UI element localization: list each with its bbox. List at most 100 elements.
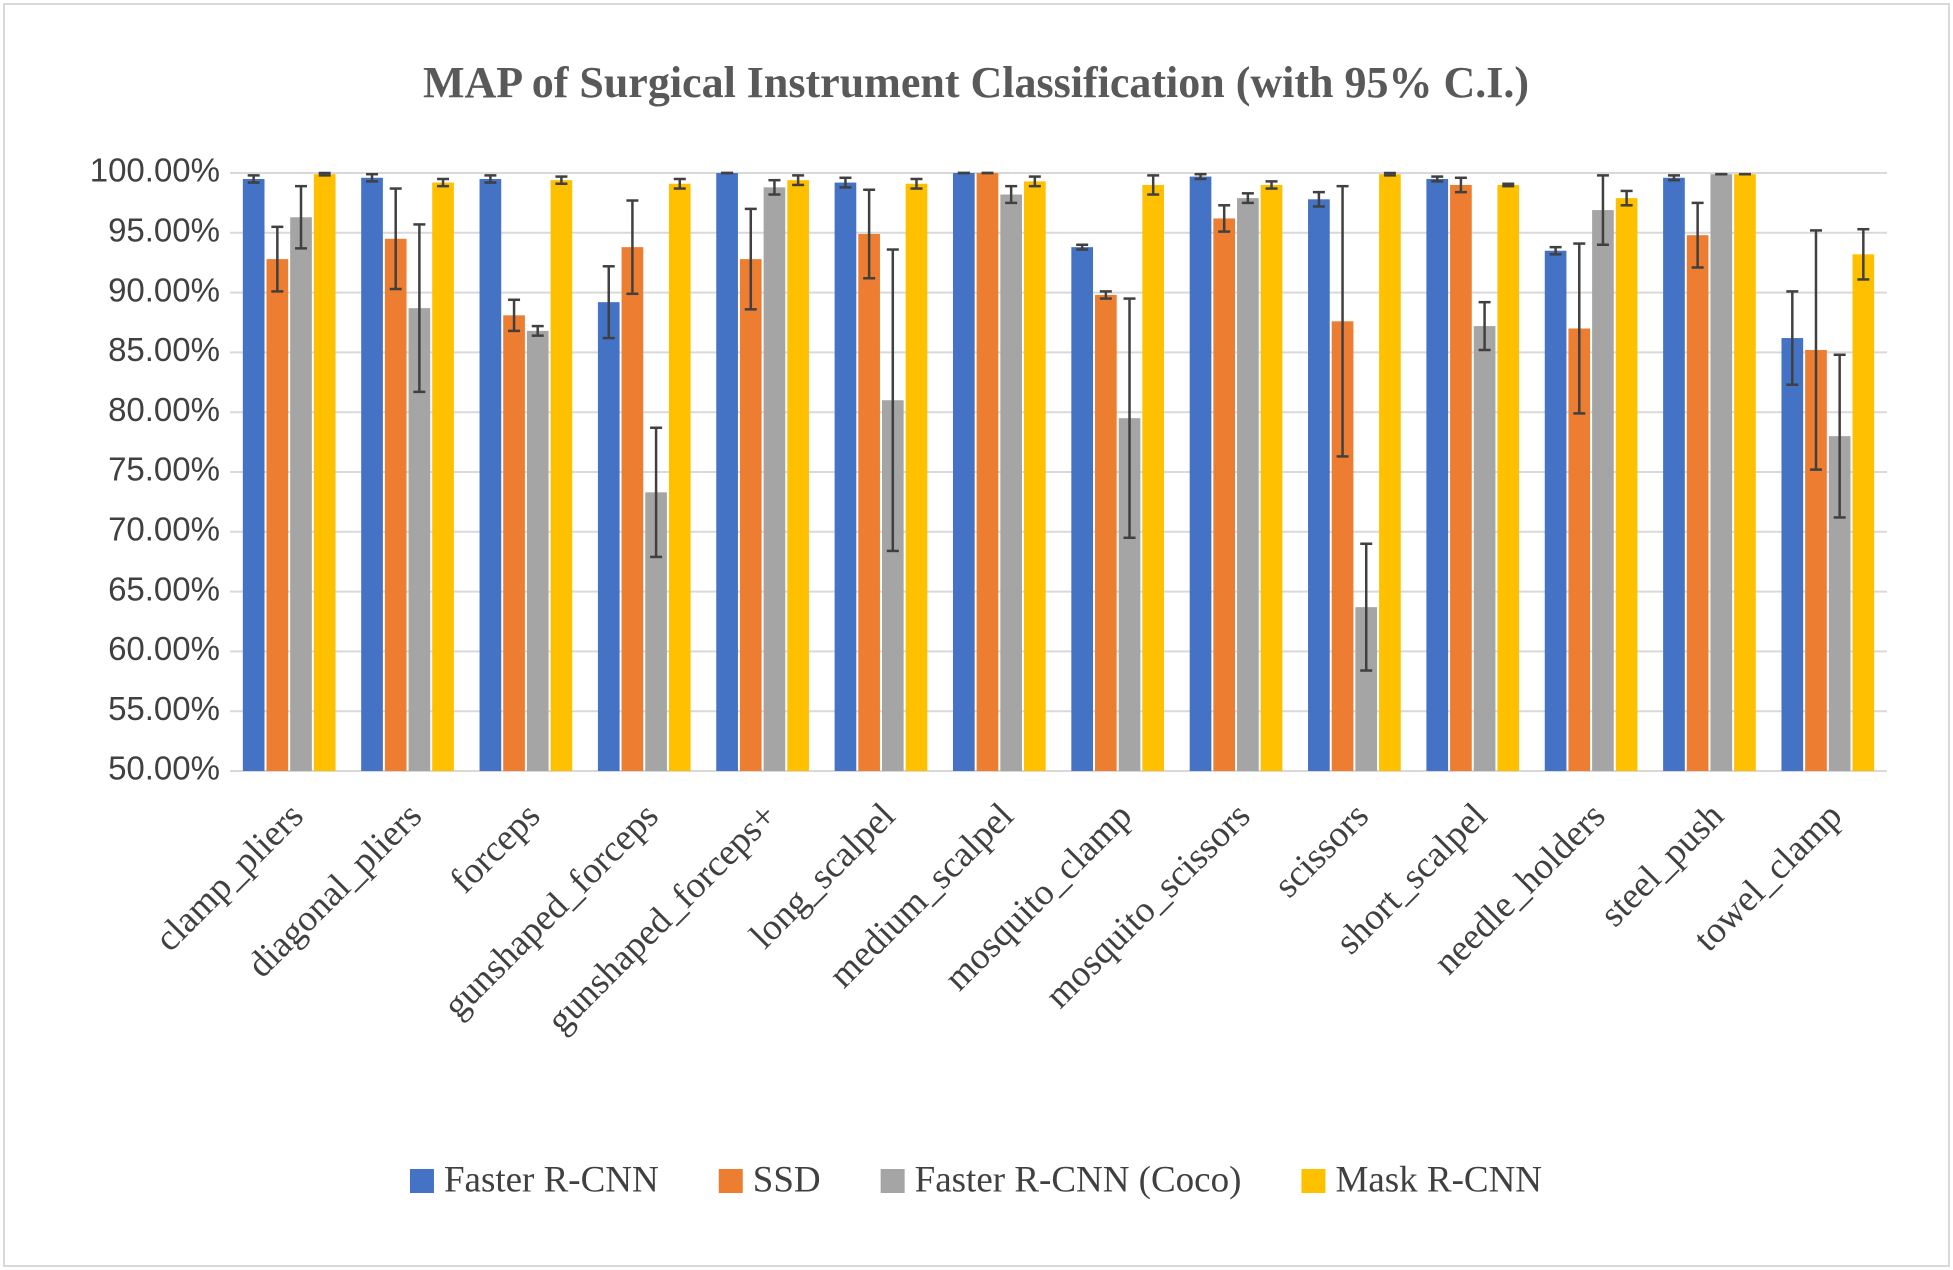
error-bar (910, 177, 923, 190)
error-bar (1028, 175, 1041, 188)
bar (266, 259, 289, 771)
bar (1473, 326, 1496, 771)
bar (952, 173, 975, 771)
error-bar (1147, 174, 1160, 196)
error-bar (1383, 171, 1396, 177)
error-bar (1431, 175, 1444, 183)
bar (479, 178, 502, 772)
bar (1497, 184, 1520, 771)
error-bar (1312, 190, 1325, 208)
legend-label: Faster R-CNN (444, 1159, 659, 1200)
y-tick-label: 70.00% (108, 511, 220, 548)
error-bar (1454, 176, 1467, 194)
bar (645, 492, 667, 771)
error-bar (484, 174, 497, 184)
bar (408, 308, 431, 771)
error-bar (1596, 174, 1609, 247)
error-bar (1857, 227, 1870, 281)
error-bar (318, 171, 331, 177)
bar (1023, 181, 1046, 771)
bar (1663, 177, 1685, 771)
error-bar (1833, 353, 1846, 519)
error-bar (1786, 290, 1799, 386)
error-bar (413, 223, 426, 394)
bar (1331, 321, 1354, 771)
bar (1237, 198, 1259, 772)
bar (1592, 210, 1614, 772)
bar (550, 180, 573, 771)
error-bar (602, 265, 615, 340)
bar (526, 330, 549, 771)
error-bar (1123, 297, 1136, 540)
bar (361, 177, 383, 771)
error-bar (768, 178, 781, 196)
chart-title: MAP of Surgical Instrument Classificatio… (423, 58, 1529, 107)
bar (1189, 176, 1212, 771)
bar (1000, 194, 1022, 771)
error-bar (295, 184, 308, 250)
bar (1615, 198, 1638, 772)
bar (1450, 184, 1472, 771)
bar (1781, 338, 1804, 771)
error-bar (1099, 290, 1112, 300)
bar (739, 259, 762, 771)
error-bar (886, 248, 899, 553)
error-bar (626, 199, 639, 296)
bar (1734, 174, 1756, 772)
error-bar (839, 176, 852, 189)
bar (1805, 350, 1827, 771)
bar (1355, 607, 1378, 771)
legend-label: Faster R-CNN (Coco) (915, 1159, 1242, 1200)
error-bar (1194, 172, 1207, 181)
bar (1686, 235, 1709, 771)
bar (1095, 294, 1117, 771)
y-tick-label: 60.00% (108, 630, 220, 667)
bar (1852, 254, 1875, 771)
bar (1379, 174, 1401, 772)
bar (1710, 174, 1733, 772)
bar (668, 183, 691, 771)
bar (763, 187, 786, 772)
bar (1308, 199, 1330, 771)
y-tick-label: 85.00% (108, 331, 220, 368)
error-bar (437, 177, 450, 188)
error-bar (1336, 184, 1349, 458)
bar (621, 247, 644, 772)
bar (858, 233, 880, 772)
bar (432, 182, 454, 771)
error-bar (247, 174, 260, 184)
bar (1118, 418, 1141, 771)
error-bar (1218, 204, 1231, 233)
bar (290, 217, 312, 771)
y-tick-label: 95.00% (108, 212, 220, 249)
error-bar (673, 177, 686, 190)
legend-swatch (718, 1169, 743, 1193)
error-bar (1360, 542, 1373, 672)
legend-swatch (1301, 1169, 1326, 1193)
bar (1142, 184, 1165, 771)
bar (1260, 184, 1283, 771)
legend-label: SSD (753, 1159, 821, 1200)
bar (503, 315, 525, 771)
error-bar (1549, 245, 1562, 256)
bar (384, 238, 407, 771)
error-bar (1691, 201, 1704, 269)
error-bar (1620, 189, 1633, 207)
bar (313, 174, 336, 772)
bar (905, 183, 928, 771)
bar (1213, 218, 1236, 771)
error-bar (531, 324, 544, 337)
y-tick-label: 55.00% (108, 690, 220, 727)
error-bar (389, 187, 402, 291)
error-bar (271, 225, 284, 293)
error-bar (1809, 229, 1822, 471)
bar (834, 182, 857, 771)
error-bar (1265, 180, 1278, 190)
error-bar (650, 426, 663, 559)
y-tick-label: 65.00% (108, 570, 220, 607)
error-bar (555, 175, 568, 186)
bar (1426, 178, 1449, 772)
bar (242, 178, 265, 772)
error-bar (1241, 192, 1254, 205)
